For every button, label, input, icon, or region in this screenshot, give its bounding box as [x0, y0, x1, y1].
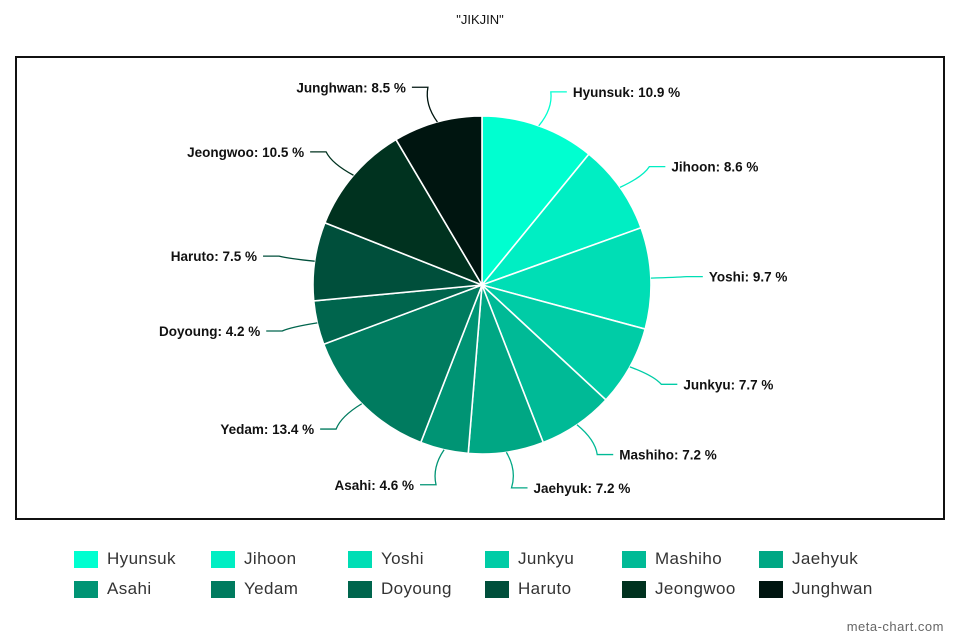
slice-label-jaehyuk: Jaehyuk: 7.2 %	[534, 481, 631, 496]
legend-swatch	[485, 550, 509, 568]
slice-label-junghwan: Junghwan: 8.5 %	[296, 80, 406, 95]
leader-line-yoshi	[650, 275, 703, 279]
pie-slice-jeongwoo	[323, 138, 484, 287]
legend-swatch	[759, 550, 783, 568]
legend-item-haruto: Haruto	[485, 578, 622, 600]
legend-label: Mashiho	[655, 549, 723, 568]
pie-slice-yoshi	[479, 226, 652, 331]
legend-label: Haruto	[518, 579, 572, 598]
legend-label: Jaehyuk	[792, 549, 859, 568]
legend-swatch	[348, 580, 372, 598]
leader-line-jeongwoo	[310, 151, 354, 176]
leader-line-jaehyuk	[505, 451, 528, 489]
pie-slice-hyunsuk	[481, 115, 591, 288]
chart-frame: Hyunsuk: 10.9 % Jihoon: 8.6 % Yoshi: 9.7 %…	[15, 56, 945, 520]
legend-swatch	[211, 580, 235, 598]
legend: Hyunsuk Jihoon Yoshi Junkyu Mashiho Jaehyuk As…	[74, 548, 934, 600]
legend-item-jihoon: Jihoon	[211, 548, 348, 570]
legend-swatch	[485, 580, 509, 598]
pie-slice-junghwan	[394, 115, 483, 288]
legend-swatch	[348, 550, 372, 568]
leader-line-doyoung	[266, 322, 318, 332]
legend-label: Junghwan	[792, 579, 873, 598]
legend-label: Doyoung	[381, 579, 452, 598]
legend-swatch	[759, 580, 783, 598]
leader-line-jihoon	[619, 165, 666, 188]
legend-label: Jeongwoo	[655, 579, 736, 598]
leader-line-asahi	[420, 449, 445, 486]
legend-swatch	[74, 550, 98, 568]
legend-item-junkyu: Junkyu	[485, 548, 622, 570]
slice-label-yoshi: Yoshi: 9.7 %	[709, 270, 788, 285]
legend-swatch	[622, 580, 646, 598]
watermark: meta-chart.com	[846, 619, 944, 634]
legend-item-doyoung: Doyoung	[348, 578, 485, 600]
legend-item-hyunsuk: Hyunsuk	[74, 548, 211, 570]
leader-line-haruto	[263, 255, 315, 262]
legend-swatch	[622, 550, 646, 568]
slice-label-doyoung: Doyoung: 4.2 %	[159, 324, 260, 339]
slice-label-jihoon: Jihoon: 8.6 %	[671, 160, 758, 175]
slice-label-mashiho: Mashiho: 7.2 %	[619, 448, 717, 463]
legend-label: Yedam	[244, 579, 299, 598]
leader-line-hyunsuk	[538, 91, 567, 127]
legend-swatch	[74, 580, 98, 598]
legend-item-asahi: Asahi	[74, 578, 211, 600]
legend-item-yoshi: Yoshi	[348, 548, 485, 570]
legend-swatch	[211, 550, 235, 568]
slice-label-junkyu: Junkyu: 7.7 %	[683, 377, 773, 392]
legend-label: Junkyu	[518, 549, 575, 568]
leader-line-mashiho	[576, 424, 614, 456]
slice-label-haruto: Haruto: 7.5 %	[171, 249, 257, 264]
legend-item-jeongwoo: Jeongwoo	[622, 578, 759, 600]
legend-label: Asahi	[107, 579, 152, 598]
legend-label: Hyunsuk	[107, 549, 176, 568]
legend-label: Yoshi	[381, 549, 424, 568]
slice-label-jeongwoo: Jeongwoo: 10.5 %	[187, 145, 304, 160]
pie-chart: Hyunsuk: 10.9 % Jihoon: 8.6 % Yoshi: 9.7 %…	[159, 80, 788, 496]
slice-label-yedam: Yedam: 13.4 %	[220, 422, 314, 437]
slice-label-asahi: Asahi: 4.6 %	[334, 478, 414, 493]
leader-line-junghwan	[411, 86, 438, 123]
leader-line-yedam	[320, 403, 363, 430]
legend-item-jaehyuk: Jaehyuk	[759, 548, 896, 570]
pie-slice-jihoon	[479, 152, 643, 287]
slice-label-hyunsuk: Hyunsuk: 10.9 %	[573, 85, 680, 100]
legend-item-junghwan: Junghwan	[759, 578, 896, 600]
leader-line-junkyu	[629, 366, 678, 385]
legend-item-mashiho: Mashiho	[622, 548, 759, 570]
legend-item-yedam: Yedam	[211, 578, 348, 600]
legend-label: Jihoon	[244, 549, 297, 568]
chart-title: "JIKJIN"	[456, 12, 504, 27]
